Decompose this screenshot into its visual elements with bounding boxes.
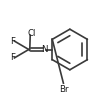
Text: F: F xyxy=(10,53,15,62)
Text: Br: Br xyxy=(59,85,68,94)
Text: N: N xyxy=(41,45,48,54)
Text: Cl: Cl xyxy=(28,29,36,38)
Text: F: F xyxy=(10,37,15,46)
